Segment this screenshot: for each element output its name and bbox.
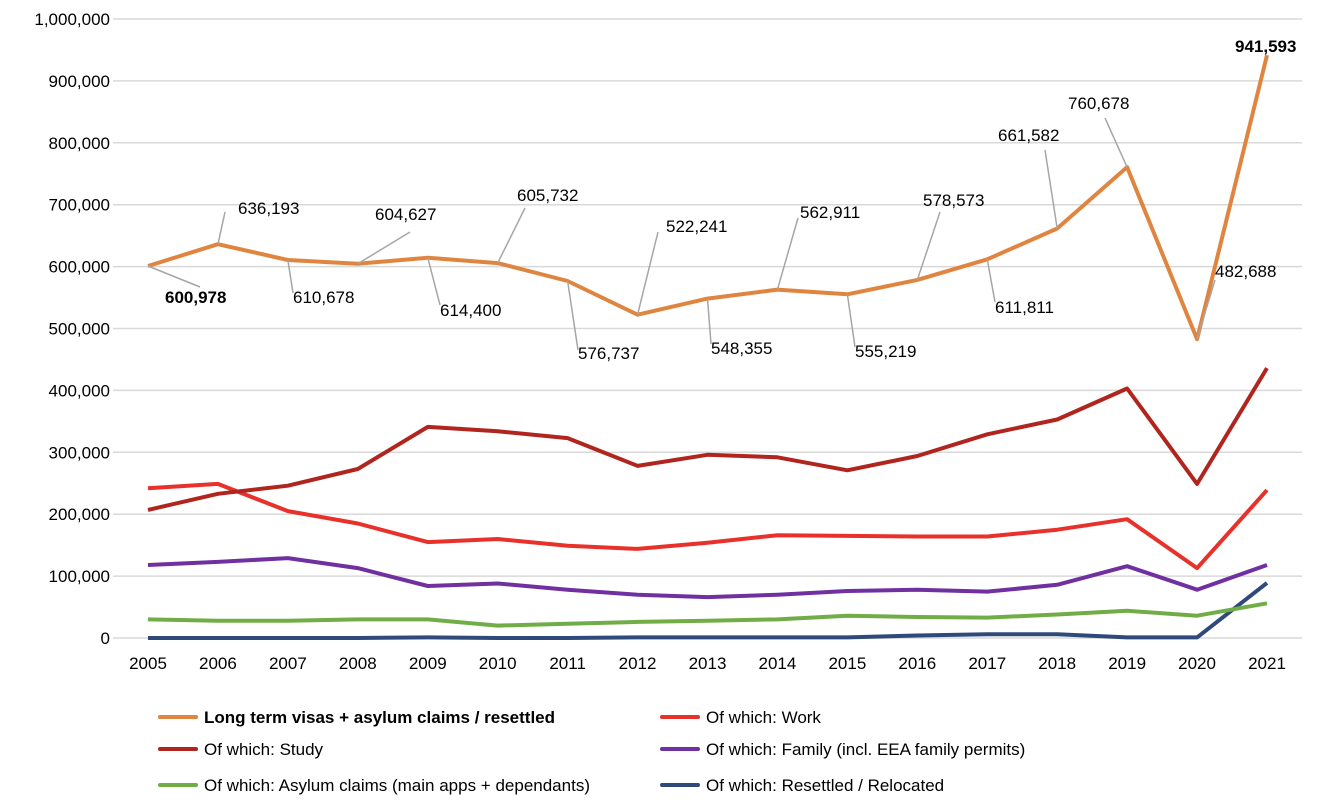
legend-label: Of which: Resettled / Relocated bbox=[706, 776, 944, 795]
series-line-1 bbox=[147, 481, 1269, 571]
leader-line bbox=[706, 298, 712, 345]
data-label: 562,911 bbox=[800, 203, 860, 222]
x-tick-label: 2020 bbox=[1178, 654, 1216, 673]
data-label: 610,678 bbox=[293, 288, 354, 307]
legend-label: Of which: Asylum claims (main apps + dep… bbox=[204, 776, 590, 795]
y-tick-label: 400,000 bbox=[49, 381, 110, 400]
x-tick-label: 2014 bbox=[759, 654, 797, 673]
x-tick-label: 2012 bbox=[619, 654, 657, 673]
x-tick-label: 2010 bbox=[479, 654, 517, 673]
series-line-3 bbox=[147, 556, 1268, 600]
data-label: 941,593 bbox=[1235, 37, 1296, 56]
x-tick-label: 2008 bbox=[339, 654, 377, 673]
x-tick-label: 2016 bbox=[898, 654, 936, 673]
x-tick-label: 2015 bbox=[828, 654, 866, 673]
leader-line bbox=[1044, 149, 1058, 229]
leader-line bbox=[846, 294, 856, 348]
series-line-4 bbox=[147, 601, 1268, 628]
x-tick-label: 2018 bbox=[1038, 654, 1076, 673]
leader-line bbox=[636, 231, 659, 315]
leader-line bbox=[1196, 279, 1216, 340]
x-tick-label: 2021 bbox=[1248, 654, 1286, 673]
leader-line bbox=[566, 280, 579, 351]
y-tick-label: 700,000 bbox=[49, 196, 110, 215]
legend-label: Of which: Work bbox=[706, 708, 821, 727]
legend-label: Of which: Study bbox=[204, 740, 324, 759]
data-label: 482,688 bbox=[1215, 262, 1276, 281]
data-label: 578,573 bbox=[923, 191, 984, 210]
y-tick-label: 900,000 bbox=[49, 72, 110, 91]
legend-item: Of which: Asylum claims (main apps + dep… bbox=[158, 776, 590, 795]
data-label: 760,678 bbox=[1068, 94, 1129, 113]
leader-line bbox=[287, 259, 294, 294]
x-axis-ticks: 2005 2006 2007 2008 2009 2010 2011 2012 2013 2014… bbox=[129, 654, 1286, 673]
x-tick-label: 2005 bbox=[129, 654, 167, 673]
leader-line bbox=[357, 231, 411, 265]
y-tick-label: 0 bbox=[101, 629, 110, 648]
x-tick-label: 2006 bbox=[199, 654, 237, 673]
data-label: 555,219 bbox=[855, 342, 916, 361]
data-label: 636,193 bbox=[238, 199, 299, 218]
leader-line bbox=[217, 211, 226, 245]
y-tick-label: 800,000 bbox=[49, 134, 110, 153]
leader-line bbox=[1104, 117, 1128, 168]
y-tick-label: 300,000 bbox=[49, 443, 110, 462]
x-tick-label: 2019 bbox=[1108, 654, 1146, 673]
legend-item: Of which: Resettled / Relocated bbox=[660, 776, 944, 795]
data-label: 600,978 bbox=[165, 288, 226, 307]
data-label: 576,737 bbox=[578, 344, 639, 363]
data-label: 522,241 bbox=[666, 217, 727, 236]
legend-item: Of which: Study bbox=[158, 740, 324, 759]
leader-line bbox=[497, 207, 526, 264]
legend-label: Long term visas + asylum claims / resett… bbox=[204, 708, 555, 727]
leader-line bbox=[916, 211, 941, 281]
y-tick-label: 200,000 bbox=[49, 505, 110, 524]
x-tick-label: 2011 bbox=[549, 654, 586, 673]
x-tick-label: 2017 bbox=[968, 654, 1006, 673]
leader-line bbox=[147, 265, 201, 288]
x-tick-label: 2013 bbox=[689, 654, 727, 673]
data-labels: 600,978 636,193 610,678 604,627 614,400 605,7… bbox=[147, 37, 1296, 363]
data-label: 548,355 bbox=[711, 339, 772, 358]
series-line-2 bbox=[147, 367, 1269, 512]
leader-line bbox=[776, 217, 799, 290]
data-label: 614,400 bbox=[440, 301, 501, 320]
legend-item: Long term visas + asylum claims / resett… bbox=[158, 708, 555, 727]
leader-line bbox=[986, 259, 996, 303]
legend-item: Of which: Family (incl. EEA family permi… bbox=[660, 740, 1025, 759]
y-tick-label: 600,000 bbox=[49, 258, 110, 277]
y-tick-label: 500,000 bbox=[49, 320, 110, 339]
data-label: 661,582 bbox=[998, 126, 1059, 145]
data-label: 604,627 bbox=[375, 205, 436, 224]
data-label: 605,732 bbox=[517, 186, 578, 205]
y-tick-label: 100,000 bbox=[49, 567, 110, 586]
x-tick-label: 2007 bbox=[269, 654, 307, 673]
legend-label: Of which: Family (incl. EEA family permi… bbox=[706, 740, 1025, 759]
data-label: 611,811 bbox=[995, 298, 1054, 317]
legend: Long term visas + asylum claims / resett… bbox=[158, 708, 1025, 795]
y-axis-ticks: 0 100,000 200,000 300,000 400,000 500,000 600,… bbox=[34, 10, 110, 648]
y-tick-label: 1,000,000 bbox=[34, 10, 110, 29]
legend-item: Of which: Work bbox=[660, 708, 821, 727]
x-tick-label: 2009 bbox=[409, 654, 447, 673]
leader-line bbox=[427, 257, 441, 306]
series-line-5 bbox=[148, 581, 1269, 640]
